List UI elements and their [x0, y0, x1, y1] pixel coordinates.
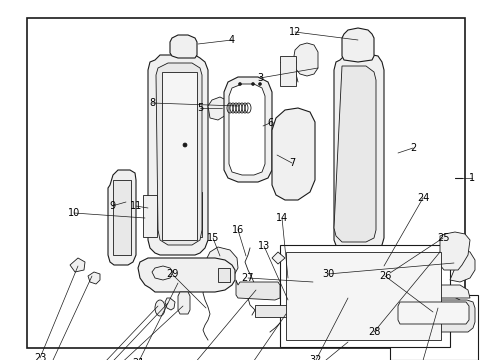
Text: 28: 28 — [367, 327, 379, 337]
Polygon shape — [397, 302, 468, 324]
Bar — [218, 268, 229, 282]
Text: 5: 5 — [197, 103, 203, 113]
Text: 10: 10 — [68, 208, 80, 218]
Text: 3: 3 — [256, 73, 263, 83]
Bar — [389, 295, 477, 360]
Text: 24: 24 — [416, 193, 428, 203]
Text: 23: 23 — [34, 353, 46, 360]
Text: 2: 2 — [409, 143, 415, 153]
Bar — [280, 245, 449, 347]
Polygon shape — [341, 28, 373, 62]
Polygon shape — [399, 285, 469, 298]
Ellipse shape — [258, 82, 261, 85]
Text: 32: 32 — [309, 355, 322, 360]
Text: 11: 11 — [130, 201, 142, 211]
Bar — [254, 305, 374, 317]
Text: 1: 1 — [468, 173, 474, 183]
Polygon shape — [393, 300, 474, 332]
Polygon shape — [108, 170, 136, 265]
Polygon shape — [156, 63, 202, 245]
Text: 30: 30 — [321, 269, 333, 279]
Polygon shape — [333, 54, 383, 252]
Bar — [162, 72, 197, 240]
Polygon shape — [439, 232, 469, 270]
Polygon shape — [207, 97, 227, 120]
Text: 16: 16 — [231, 225, 244, 235]
Ellipse shape — [183, 143, 186, 147]
Polygon shape — [148, 55, 207, 255]
Bar — [142, 195, 157, 237]
Bar — [27, 18, 464, 348]
Polygon shape — [311, 272, 381, 292]
Polygon shape — [271, 108, 314, 200]
Polygon shape — [333, 66, 375, 242]
Ellipse shape — [155, 300, 164, 316]
Ellipse shape — [251, 82, 254, 85]
Text: 21: 21 — [132, 358, 144, 360]
Text: 25: 25 — [436, 233, 448, 243]
Polygon shape — [164, 298, 175, 310]
Text: 27: 27 — [241, 273, 254, 283]
Polygon shape — [224, 77, 271, 182]
Polygon shape — [271, 252, 285, 264]
Text: 12: 12 — [288, 27, 301, 37]
Text: 29: 29 — [165, 269, 178, 279]
Polygon shape — [439, 248, 474, 282]
Polygon shape — [293, 43, 317, 76]
Bar — [285, 252, 440, 340]
Text: 8: 8 — [149, 98, 155, 108]
Polygon shape — [417, 296, 461, 322]
Polygon shape — [138, 258, 235, 292]
Polygon shape — [205, 247, 238, 280]
Bar — [192, 192, 202, 237]
Text: 14: 14 — [275, 213, 287, 223]
Ellipse shape — [238, 82, 241, 85]
Bar — [113, 180, 131, 255]
Polygon shape — [88, 272, 100, 284]
Text: 4: 4 — [228, 35, 235, 45]
Polygon shape — [170, 35, 197, 58]
Text: 13: 13 — [257, 241, 269, 251]
Text: 15: 15 — [206, 233, 219, 243]
Bar — [280, 56, 295, 86]
Polygon shape — [236, 280, 280, 300]
Text: 7: 7 — [288, 158, 295, 168]
Polygon shape — [228, 84, 264, 175]
Text: 9: 9 — [109, 201, 115, 211]
Text: 26: 26 — [378, 271, 390, 281]
Text: 6: 6 — [266, 118, 272, 128]
Polygon shape — [178, 292, 190, 314]
Polygon shape — [332, 258, 391, 296]
Polygon shape — [70, 258, 85, 272]
